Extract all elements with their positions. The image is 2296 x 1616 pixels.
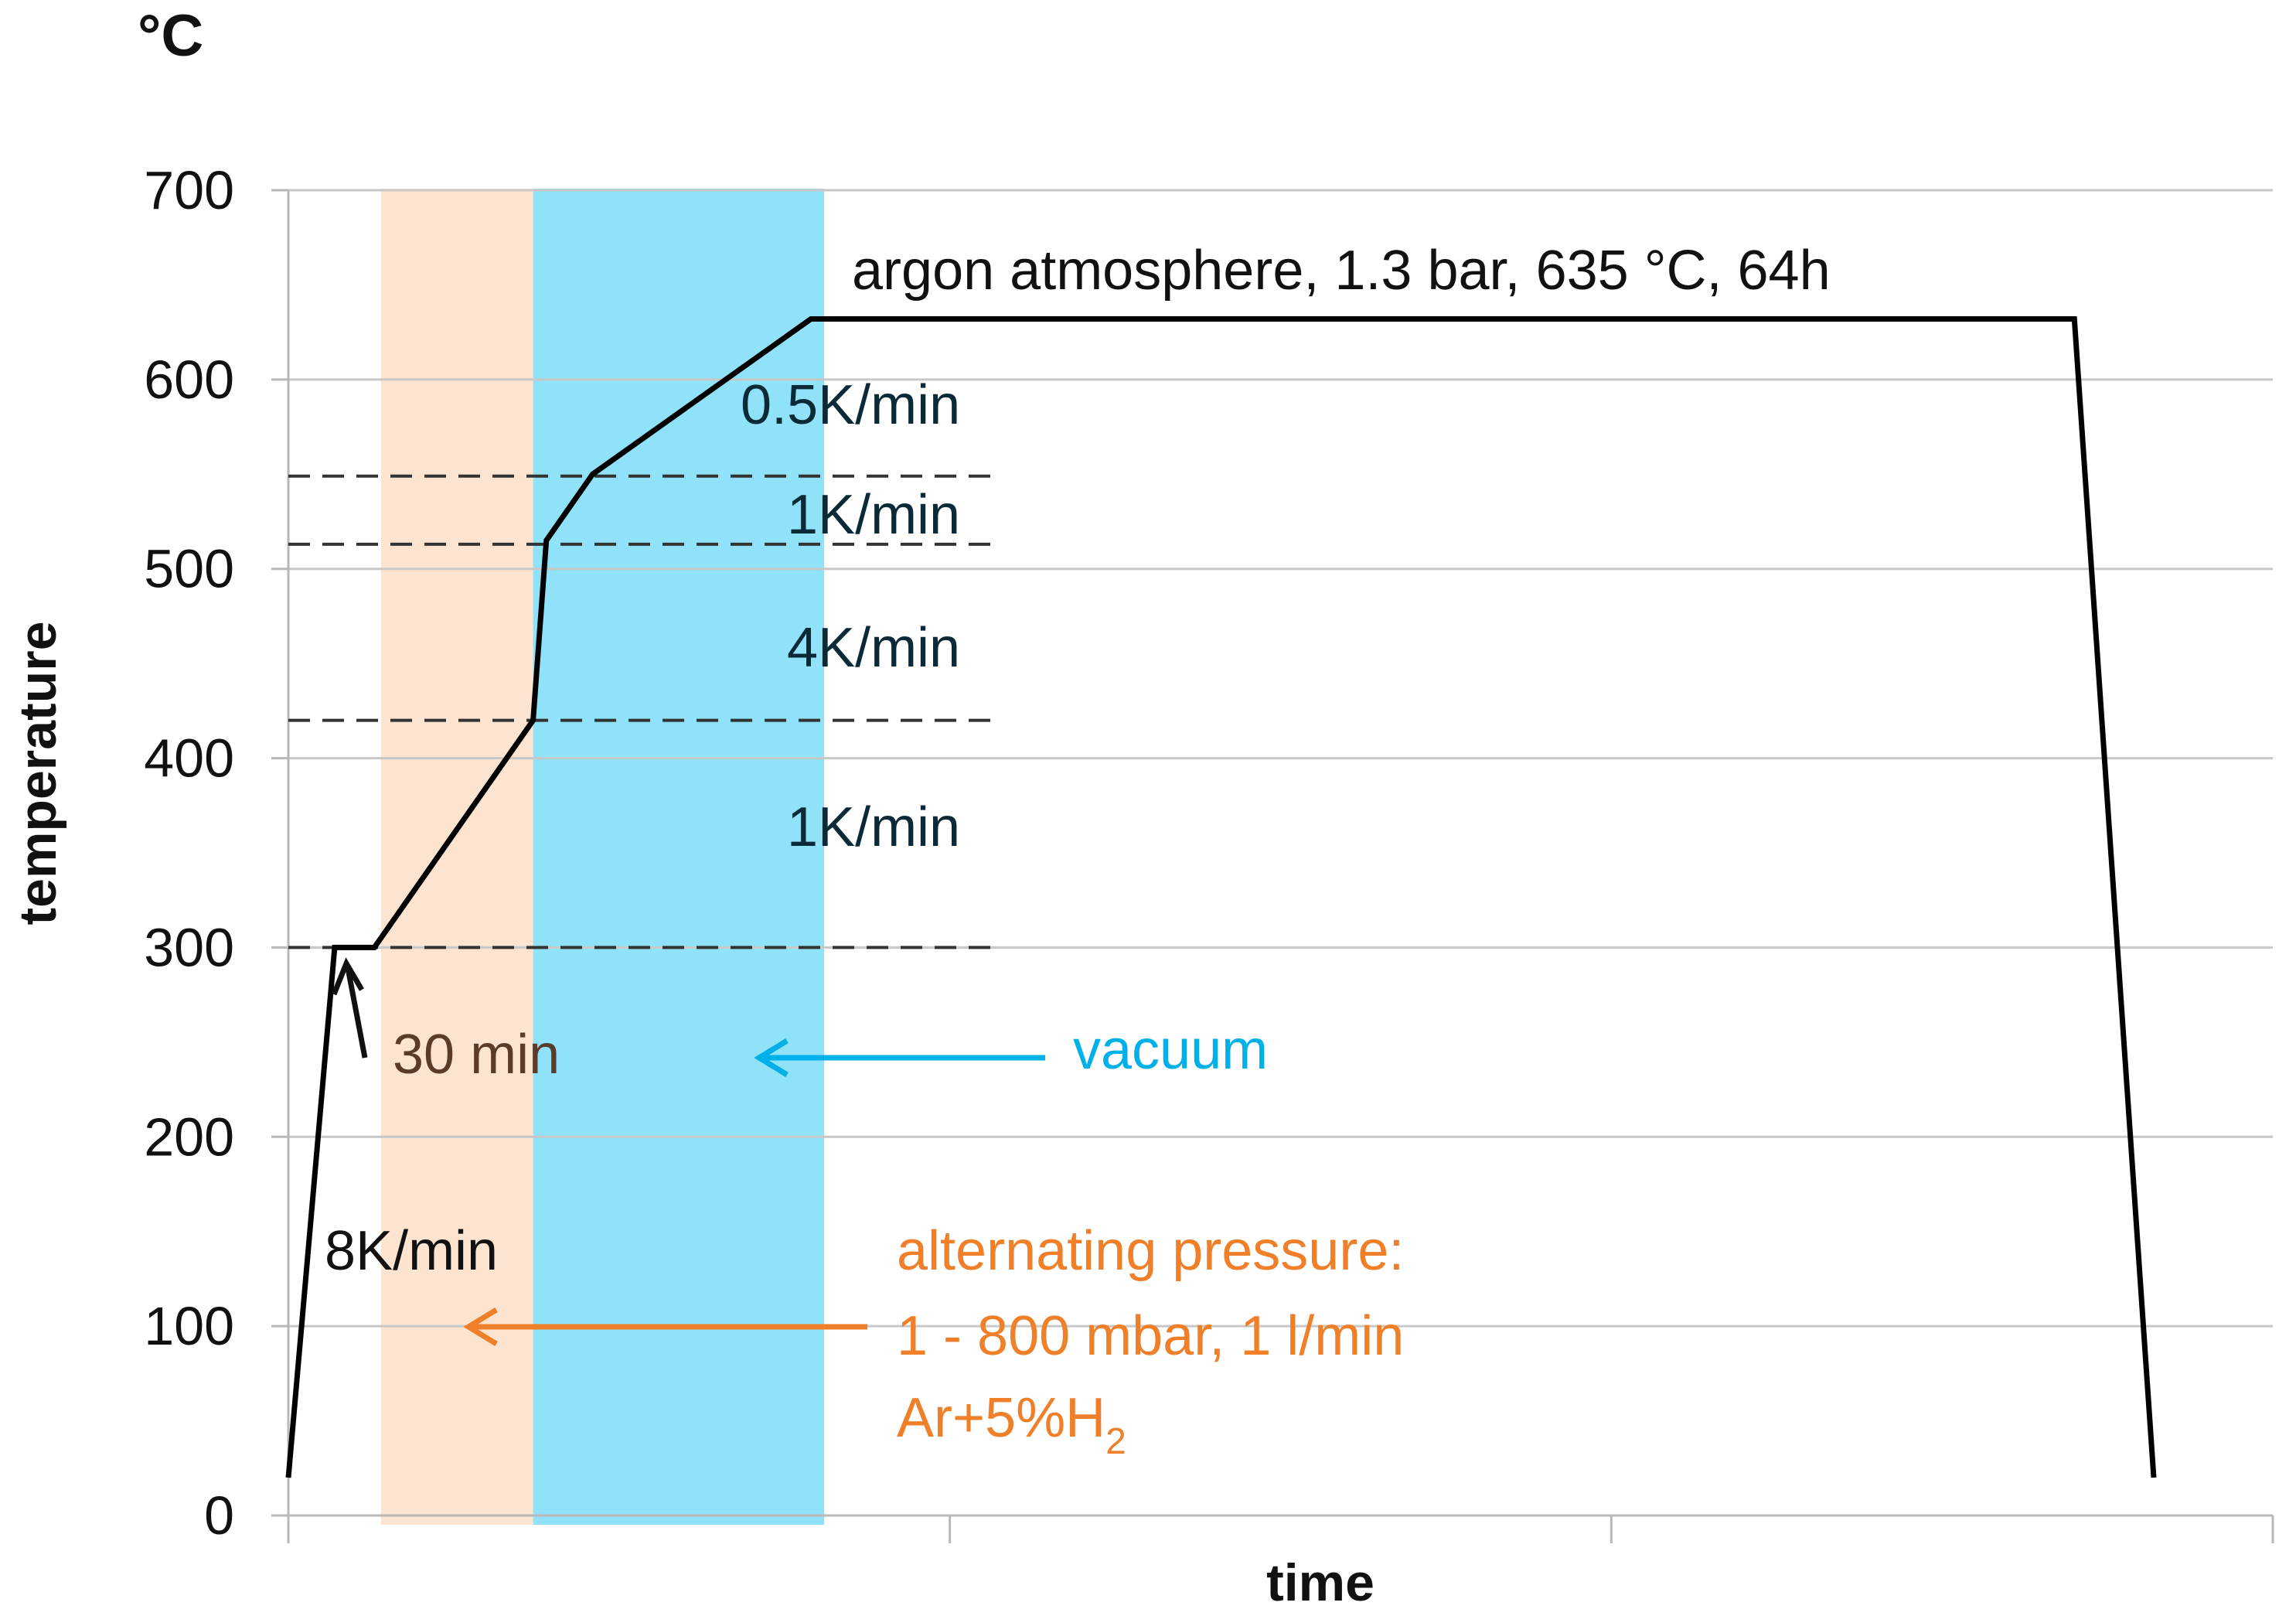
y-tick-label: 0 [204,1485,234,1546]
pressure-label-main: Ar+5%H [897,1387,1105,1449]
pressure-label-line1: alternating pressure: [897,1220,1404,1282]
axes [271,189,2274,1543]
x-axis-label: time [1266,1553,1375,1612]
y-tick-label: 600 [144,349,234,410]
rate-1-upper-label: 1K/min [787,484,960,546]
vacuum-label: vacuum [1073,1019,1268,1081]
tick-labels: 0 100 200 300 400 500 600 700 [144,160,234,1546]
temperature-series-line [285,316,2157,1478]
pressure-arrow [463,1307,867,1346]
y-tick-label: 300 [144,917,234,977]
rate-1-lower-label: 1K/min [787,796,960,858]
plateau-annotation: argon atmosphere, 1.3 bar, 635 °C, 64h [852,240,1831,302]
heating-rate-label: 8K/min [325,1220,498,1282]
pressure-band [380,189,533,1525]
y-unit-label: °C [138,3,203,69]
hold-arrow [331,957,368,1059]
y-tick-label: 100 [144,1296,234,1356]
y-tick-label: 500 [144,539,234,599]
y-tick-label: 400 [144,728,234,789]
hold-label: 30 min [393,1024,560,1086]
pressure-label-line2: 1 - 800 mbar, 1 l/min [897,1305,1404,1367]
y-axis-label: temperature [9,621,67,925]
y-tick-label: 200 [144,1106,234,1167]
pressure-label-subscript: 2 [1105,1421,1126,1462]
vacuum-arrow [754,1038,1045,1077]
reference-lines [288,474,1001,949]
temperature-curve [285,316,2157,1478]
rate-05-label: 0.5K/min [741,374,960,436]
y-tick-label: 700 [144,160,234,220]
rate-4-label: 4K/min [787,617,960,679]
pressure-label-line3: Ar+5%H2 [897,1387,1126,1462]
